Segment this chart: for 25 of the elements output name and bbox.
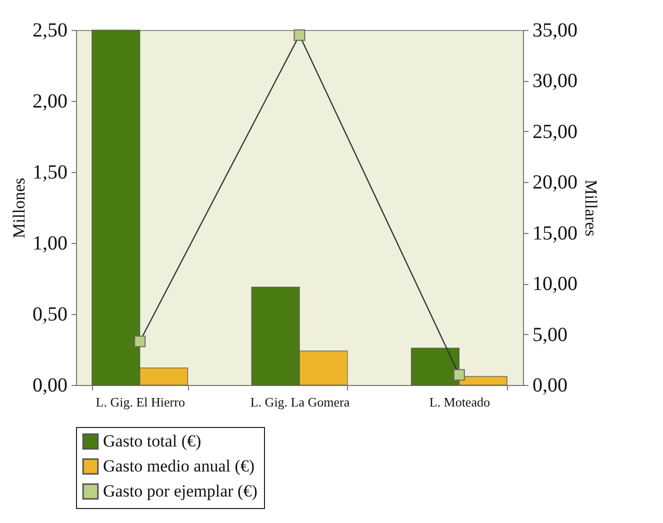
point (134, 336, 146, 348)
x-tick-label: L. Gig. La Gomera (250, 394, 350, 410)
y2-tick-label: 15,00 (532, 222, 578, 244)
point (453, 369, 465, 381)
y-tick-label: 0,00 (32, 374, 68, 396)
legend-label: Gasto por ejemplar (€) (103, 482, 258, 500)
x-tick-label: L. Gig. El Hierro (96, 394, 185, 410)
y2-tick-label: 0,00 (532, 374, 568, 396)
y2-tick-label: 10,00 (532, 273, 578, 296)
y-tick-label: 1,50 (32, 162, 68, 184)
legend-label: Gasto medio anual (€) (103, 456, 255, 476)
y-axis-title: Millones (10, 178, 28, 238)
y2-axis-title: Millares (582, 180, 600, 236)
y2-tick-label: 35,00 (532, 20, 578, 42)
y2-tick-label: 25,00 (532, 120, 578, 143)
y2-tick-label: 5,00 (532, 324, 568, 346)
y-tick-label: 0,50 (32, 304, 68, 326)
y2-tick-label: 30,00 (532, 70, 578, 92)
x-tick-label: L. Moteado (429, 394, 490, 410)
y-tick-label: 1,00 (32, 232, 68, 254)
y-tick-label: 2,00 (32, 90, 68, 112)
y-tick-label: 2,50 (32, 20, 68, 42)
legend-label: Gasto total (€) (103, 432, 202, 450)
point (294, 29, 306, 41)
y2-tick-label: 20,00 (532, 172, 578, 194)
